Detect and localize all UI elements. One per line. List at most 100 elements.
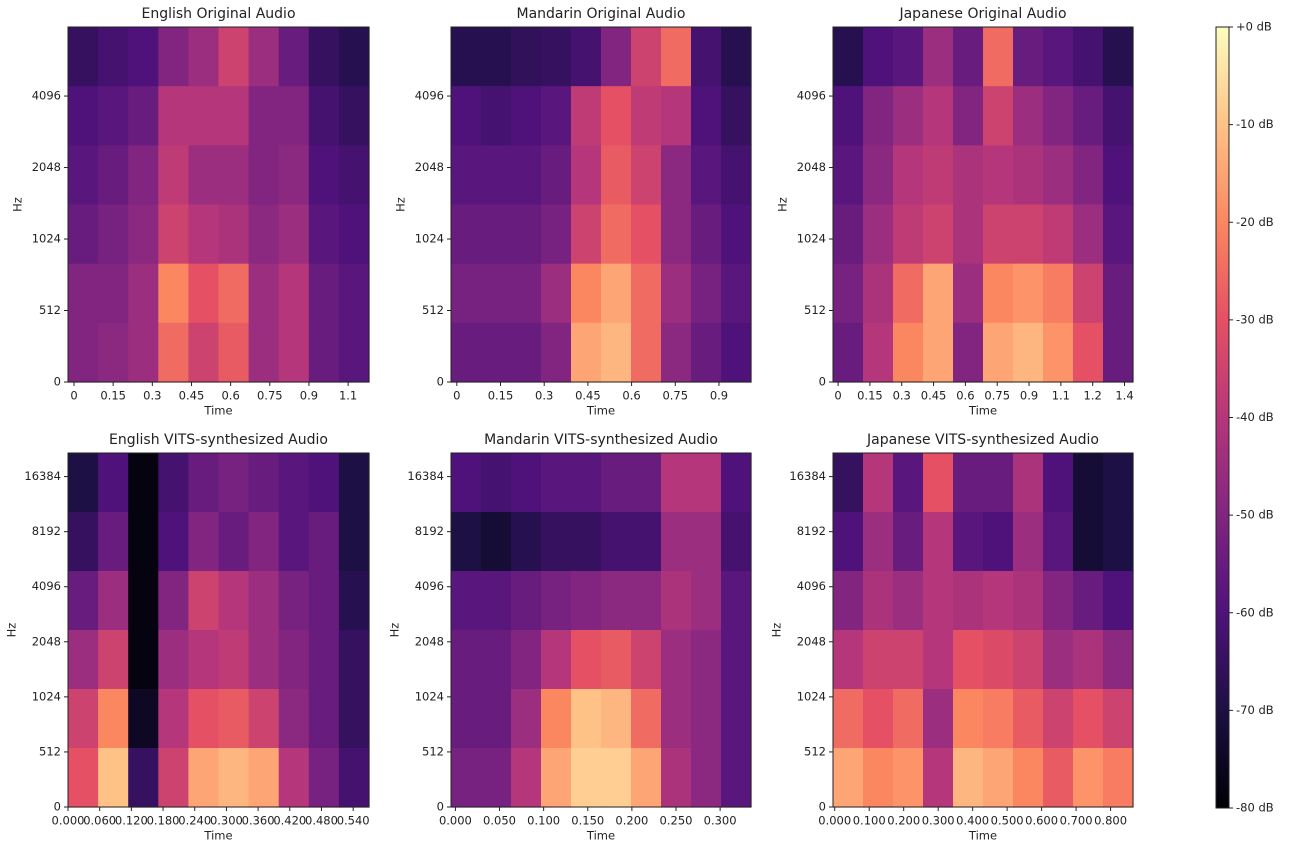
x-tick-label: 0.6	[622, 389, 640, 403]
spectrogram-cell	[691, 748, 722, 808]
x-tick-label: 0.6	[956, 389, 974, 403]
spectrogram-cell	[511, 145, 542, 206]
spectrogram-cell	[631, 263, 662, 324]
spectrogram-cell	[128, 689, 159, 749]
colorbar-tick-label: -30 dB	[1236, 312, 1274, 326]
panel-title: Mandarin VITS-synthesized Audio	[484, 432, 718, 448]
spectrogram-cell	[923, 322, 954, 383]
spectrogram-cell	[308, 571, 340, 631]
spectrogram-cell	[1043, 748, 1074, 808]
spectrogram-cell	[661, 27, 692, 87]
y-tick-label: 1024	[415, 232, 444, 246]
spectrogram-cell	[1043, 263, 1074, 324]
spectrogram-cell	[308, 322, 340, 383]
spectrogram-cell	[481, 27, 512, 87]
spectrogram-cell	[721, 453, 752, 513]
y-tick-label: 512	[804, 744, 826, 758]
spectrogram-cell	[68, 453, 99, 513]
panel-title: English VITS-synthesized Audio	[109, 432, 328, 448]
x-tick-label: 0.000	[818, 814, 851, 828]
spectrogram-cell	[1013, 689, 1044, 749]
spectrogram-cell	[983, 322, 1014, 383]
spectrogram-cell	[481, 86, 512, 146]
y-tick-label: 4096	[415, 579, 444, 593]
spectrogram-cell	[1073, 630, 1104, 690]
spectrogram-cell	[158, 263, 189, 324]
x-tick-label: 0.500	[991, 814, 1024, 828]
spectrogram-cell	[218, 748, 250, 808]
spectrogram-cell	[158, 689, 189, 749]
axes-frame	[67, 452, 370, 808]
spectrogram-cell	[451, 512, 482, 572]
colorbar-tick-label: -70 dB	[1236, 703, 1274, 717]
spectrogram-cell	[601, 689, 632, 749]
spectrogram-cell	[631, 689, 662, 749]
panel-title: Japanese VITS-synthesized Audio	[866, 432, 1099, 448]
panel-title: Japanese Original Audio	[898, 6, 1066, 22]
spectrogram-cell	[68, 27, 99, 87]
spectrogram-cell	[128, 322, 159, 383]
spectrogram-cell	[188, 145, 220, 206]
spectrogram-cell	[248, 145, 280, 206]
y-tick-label: 2048	[32, 160, 61, 174]
spectrogram-cell	[863, 263, 894, 324]
spectrogram-cell	[98, 145, 129, 206]
spectrogram-cell	[98, 86, 129, 146]
spectrogram-cell	[833, 145, 864, 206]
spectrogram-cell	[218, 689, 250, 749]
spectrogram-cell	[68, 204, 99, 265]
spectrogram-cell	[218, 322, 250, 383]
spectrogram-cell	[98, 27, 129, 87]
spectrogram-cell	[541, 630, 572, 690]
spectrogram-cell	[451, 689, 482, 749]
spectrogram-cell	[601, 748, 632, 808]
spectrogram-cell	[571, 512, 602, 572]
spectrogram-cell	[721, 263, 752, 324]
colorbar-tick-label: +0 dB	[1236, 20, 1272, 34]
spectrogram-cell	[511, 689, 542, 749]
spectrogram-cell	[481, 322, 512, 383]
colorbar-tick-label: -20 dB	[1236, 215, 1274, 229]
spectrogram-cell	[863, 204, 894, 265]
spectrogram-cell	[278, 322, 310, 383]
spectrogram-cell	[1013, 204, 1044, 265]
spectrogram-cell	[631, 204, 662, 265]
spectrogram-cell	[188, 512, 220, 572]
spectrogram-cell	[923, 453, 954, 513]
x-tick-label: 0.600	[1025, 814, 1058, 828]
x-tick-label: 0.100	[853, 814, 886, 828]
spectrogram-cell	[278, 453, 310, 513]
spectrogram-cell	[338, 145, 370, 206]
spectrogram-cell	[128, 145, 159, 206]
x-tick-label: 0.15	[100, 389, 126, 403]
spectrogram-cell	[308, 86, 340, 146]
spectrogram-cell	[691, 145, 722, 206]
spectrogram-cell	[631, 453, 662, 513]
spectrogram-cell	[541, 689, 572, 749]
spectrogram-cell	[248, 204, 280, 265]
spectrogram-cell	[248, 263, 280, 324]
spectrogram-cell	[983, 27, 1014, 87]
spectrogram-cell	[128, 263, 159, 324]
spectrogram-cell	[601, 453, 632, 513]
x-tick-label: 0.100	[527, 814, 560, 828]
spectrogram-cell	[278, 27, 310, 87]
x-tick-label: 0.400	[956, 814, 989, 828]
spectrogram-cell	[128, 571, 159, 631]
spectrogram-cell	[98, 453, 129, 513]
spectrogram-cell	[98, 512, 129, 572]
spectrogram-cell	[451, 27, 482, 87]
spectrogram-cell	[923, 204, 954, 265]
spectrogram-cell	[188, 748, 220, 808]
spectrogram-cell	[1013, 630, 1044, 690]
spectrogram-cell	[278, 630, 310, 690]
spectrogram-cell	[1073, 27, 1104, 87]
x-tick-label: 0.800	[1094, 814, 1127, 828]
spectrogram-cell	[218, 263, 250, 324]
spectrogram-cell	[278, 86, 310, 146]
spectrogram-cell	[953, 512, 984, 572]
spectrogram-cell	[953, 689, 984, 749]
spectrogram-cell	[1103, 322, 1134, 383]
spectrogram-cell	[248, 453, 280, 513]
